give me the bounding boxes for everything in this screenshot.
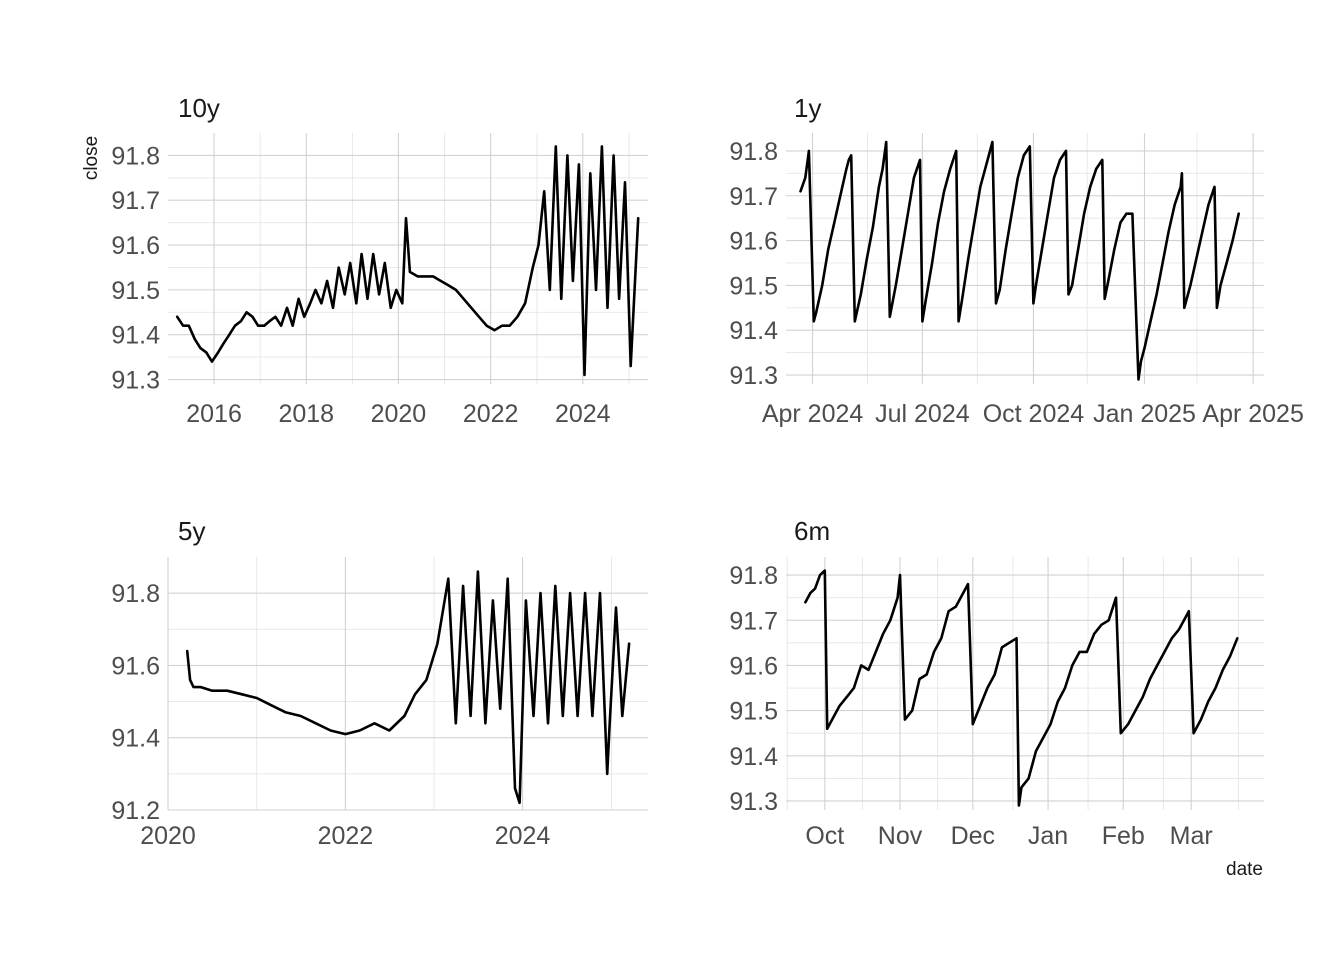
series-line [799,140,1240,381]
x-tick-label: Oct [805,822,844,850]
y-tick-label: 91.8 [111,142,160,170]
y-tick-label: 91.6 [729,228,778,256]
y-tick-label: 91.5 [111,277,160,305]
y-tick-label: 91.8 [729,138,778,166]
x-tick-label: Jul 2024 [875,400,970,428]
x-tick-label: Oct 2024 [983,400,1085,428]
y-tick-label: 91.5 [729,698,778,726]
x-tick-label: Apr 2025 [1202,400,1303,428]
y-tick-label: 91.3 [111,367,160,395]
x-tick-label: Nov [878,822,923,850]
y-tick-label: 91.3 [729,362,778,390]
x-tick-label: Feb [1102,822,1145,850]
panel-title: 6m [794,516,830,546]
x-tick-label: 2020 [140,822,196,850]
series-line [804,569,1239,807]
y-tick-label: 91.8 [111,580,160,608]
y-tick-label: 91.7 [111,187,160,215]
series-line [185,570,631,805]
x-tick-label: Dec [951,822,995,850]
x-axis-label: date [1226,859,1263,880]
x-tick-label: Apr 2024 [762,400,864,428]
y-tick-label: 91.5 [729,272,778,300]
grid [167,557,648,811]
y-tick-label: 91.7 [729,607,778,635]
panel-10y: 10y 91.3 91.4 91.5 91.6 91.7 91.8 2016 2018 2020… [111,93,648,428]
x-tick-label: 2020 [371,400,427,428]
y-tick-label: 91.6 [111,652,160,680]
panel-1y: 1y 91.3 91.4 91.5 91.6 91.7 91.8 Apr 2024 Jul 2… [729,93,1304,428]
panel-title: 10y [178,93,220,123]
x-tick-label: 2018 [278,400,334,428]
x-tick-label: 2022 [463,400,519,428]
panel-5y: 5y 91.2 91.4 91.6 91.8 2020 2022 2024 [111,516,648,850]
x-tick-label: Jan [1028,822,1068,850]
y-tick-label: 91.4 [111,322,160,350]
x-tick-label: 2024 [555,400,611,428]
grid [786,133,1264,384]
y-tick-label: 91.6 [111,232,160,260]
panel-title: 5y [178,516,205,546]
y-tick-label: 91.7 [729,183,778,211]
y-tick-label: 91.4 [111,725,160,753]
x-tick-label: 2024 [495,822,551,850]
y-axis-label: close [81,136,102,180]
x-tick-label: 2022 [318,822,374,850]
panel-6m: 6m 91.3 91.4 91.5 91.6 91.7 91.8 Oct Nov Dec Jan F… [729,516,1264,850]
y-tick-label: 91.4 [729,743,778,771]
x-tick-label: 2016 [186,400,242,428]
x-tick-label: Jan 2025 [1093,400,1196,428]
y-tick-label: 91.6 [729,652,778,680]
series-line [175,145,640,377]
y-tick-label: 91.2 [111,797,160,825]
grid [786,557,1264,810]
y-tick-label: 91.4 [729,317,778,345]
panel-title: 1y [794,93,821,123]
y-tick-label: 91.8 [729,562,778,590]
y-tick-label: 91.3 [729,788,778,816]
x-tick-label: Mar [1170,822,1213,850]
